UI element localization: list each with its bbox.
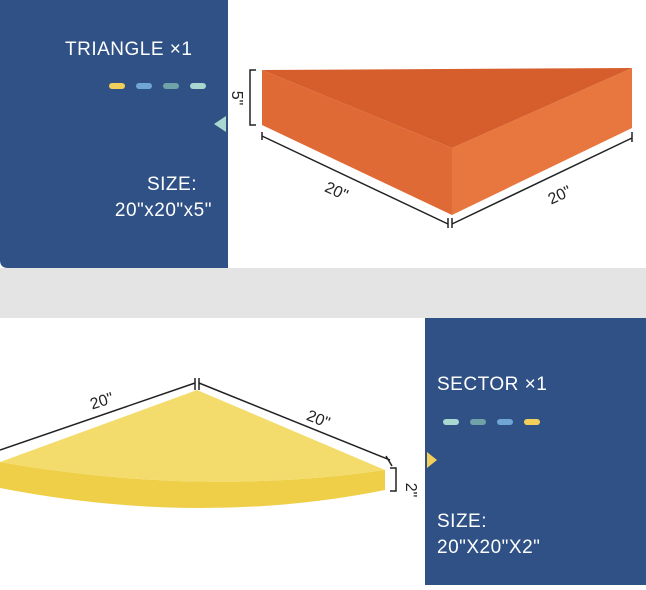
dimension-label: 5" — [228, 91, 245, 106]
block-top — [262, 68, 632, 148]
dimension-label: 20" — [88, 390, 116, 413]
dot — [190, 83, 206, 89]
dimension-line — [390, 467, 397, 492]
dot — [470, 419, 486, 425]
block-side — [0, 462, 385, 509]
dot — [524, 419, 540, 425]
size-value: 20"X20"X2" — [437, 537, 540, 558]
block-top — [0, 390, 385, 482]
dimension-label: 2" — [402, 483, 419, 498]
pointer — [214, 116, 226, 132]
color-dots — [109, 83, 206, 89]
size-label: SIZE: — [147, 174, 197, 195]
block-side — [452, 68, 632, 215]
divider — [0, 268, 646, 318]
title: TRIANGLE ×1 — [65, 39, 192, 60]
dimension-line — [261, 132, 449, 228]
dot — [163, 83, 179, 89]
info-panel — [425, 318, 646, 585]
block-side — [262, 70, 452, 215]
pointer — [427, 452, 437, 468]
color-dots — [443, 419, 540, 425]
dimension-line — [451, 132, 633, 228]
dot — [443, 419, 459, 425]
size-label: SIZE: — [437, 511, 487, 532]
size-value: 20"x20"x5" — [115, 200, 212, 221]
title: SECTOR ×1 — [437, 374, 547, 395]
info-panel — [0, 0, 228, 268]
dimension-line — [249, 69, 256, 126]
dot — [109, 83, 125, 89]
dot — [136, 83, 152, 89]
dot — [497, 419, 513, 425]
dimension-line — [0, 378, 393, 467]
